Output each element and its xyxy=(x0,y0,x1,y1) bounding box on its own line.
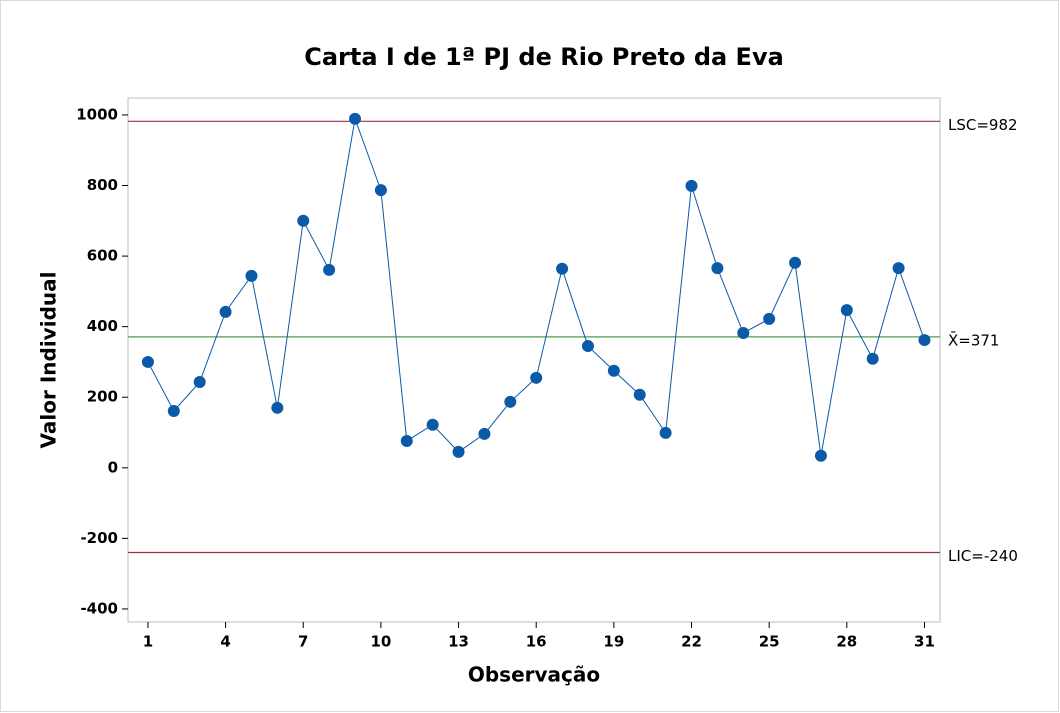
data-point xyxy=(711,262,724,275)
data-point xyxy=(789,256,802,269)
x-tick-label: 1 xyxy=(143,633,153,651)
data-point xyxy=(452,445,465,458)
data-point xyxy=(633,388,646,401)
y-tick-label: -200 xyxy=(80,529,118,547)
x-tick-label: 19 xyxy=(603,633,624,651)
x-tick-label: 31 xyxy=(914,633,935,651)
data-point xyxy=(866,352,879,365)
data-point xyxy=(763,312,776,325)
data-point xyxy=(426,418,439,431)
data-point xyxy=(918,334,931,347)
data-point xyxy=(814,449,827,462)
x-tick-label: 4 xyxy=(220,633,230,651)
control-label: LIC=-240 xyxy=(948,547,1018,565)
data-point xyxy=(581,340,594,353)
x-tick-label: 28 xyxy=(836,633,857,651)
data-point xyxy=(167,404,180,417)
x-tick-label: 10 xyxy=(370,633,391,651)
x-tick-label: 7 xyxy=(298,633,308,651)
data-point xyxy=(219,305,232,318)
y-tick-label: 0 xyxy=(108,458,118,476)
y-axis-label: Valor Individual xyxy=(37,272,61,449)
y-tick-label: 800 xyxy=(87,176,118,194)
x-tick-label: 16 xyxy=(526,633,547,651)
y-tick-label: 200 xyxy=(87,388,118,406)
data-point xyxy=(374,184,387,197)
y-tick-label: 600 xyxy=(87,247,118,265)
control-label: X̄=371 xyxy=(948,331,999,350)
data-point xyxy=(504,395,517,408)
data-point xyxy=(323,263,336,276)
data-point xyxy=(892,262,905,275)
data-point xyxy=(530,371,543,384)
data-point xyxy=(478,427,491,440)
data-point xyxy=(349,112,362,125)
x-axis-label: Observação xyxy=(468,663,600,687)
x-tick-label: 13 xyxy=(448,633,469,651)
chart-title: Carta I de 1ª PJ de Rio Preto da Eva xyxy=(304,43,784,71)
data-point xyxy=(271,401,284,414)
control-label: LSC=982 xyxy=(948,116,1018,134)
data-point xyxy=(400,434,413,447)
data-point xyxy=(297,214,310,227)
data-point xyxy=(737,327,750,340)
x-tick-label: 25 xyxy=(759,633,780,651)
data-point xyxy=(685,179,698,192)
data-point xyxy=(607,364,620,377)
data-point xyxy=(141,355,154,368)
plot-area xyxy=(127,97,941,623)
data-point xyxy=(245,269,258,282)
data-point xyxy=(556,262,569,275)
y-tick-label: 1000 xyxy=(76,105,118,123)
y-tick-label: 400 xyxy=(87,317,118,335)
data-point xyxy=(193,376,206,389)
x-tick-label: 22 xyxy=(681,633,702,651)
data-point xyxy=(840,304,853,317)
data-point xyxy=(659,426,672,439)
y-tick-label: -400 xyxy=(80,599,118,617)
